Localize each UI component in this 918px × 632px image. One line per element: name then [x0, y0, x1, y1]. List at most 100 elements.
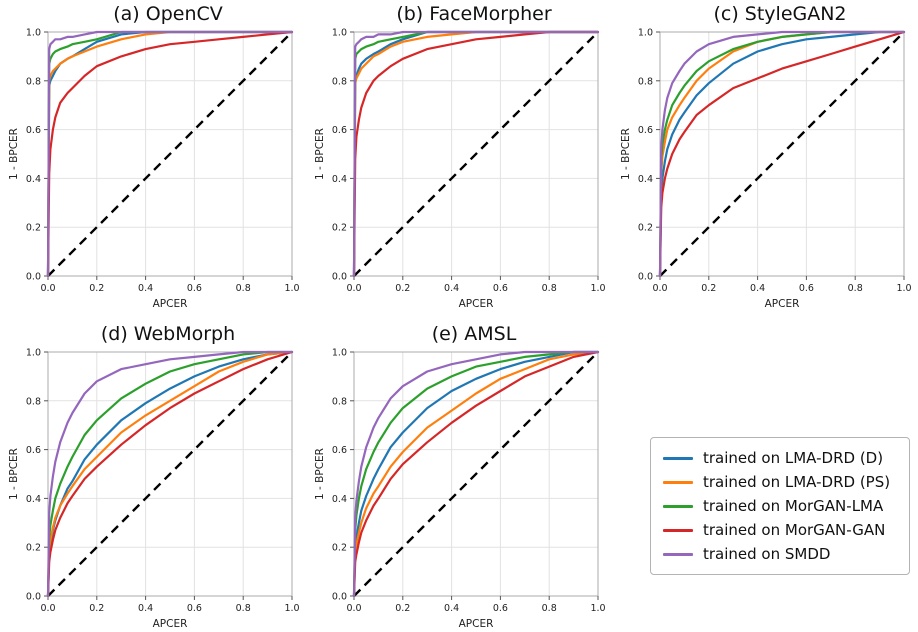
- subplot-title-opencv: (a) OpenCV: [113, 3, 223, 25]
- svg-text:1.0: 1.0: [896, 283, 911, 294]
- subplot-title-webmorph: (d) WebMorph: [100, 323, 236, 345]
- legend-item: trained on LMA-DRD (PS): [663, 470, 899, 494]
- svg-text:0.4: 0.4: [332, 494, 347, 505]
- svg-text:1.0: 1.0: [26, 348, 41, 359]
- svg-text:0.8: 0.8: [542, 603, 557, 614]
- svg-text:0.8: 0.8: [638, 76, 653, 87]
- svg-text:0.2: 0.2: [395, 603, 410, 614]
- svg-text:0.0: 0.0: [26, 272, 41, 283]
- legend-item: trained on MorGAN-GAN: [663, 518, 899, 542]
- svg-text:0.2: 0.2: [89, 283, 104, 294]
- svg-text:0.4: 0.4: [332, 174, 347, 185]
- svg-text:0.4: 0.4: [26, 174, 41, 185]
- svg-text:0.0: 0.0: [332, 592, 347, 603]
- svg-text:0.8: 0.8: [236, 603, 251, 614]
- legend-swatch: [663, 552, 693, 556]
- svg-text:0.2: 0.2: [26, 223, 41, 234]
- svg-text:0.6: 0.6: [493, 603, 508, 614]
- subplot-facemorpher: (b) FaceMorpher 0.0 0.0 0.2 0.2 0.4 0.4 0.6 0.6…: [312, 2, 608, 314]
- svg-text:0.2: 0.2: [638, 223, 653, 234]
- svg-text:0.8: 0.8: [332, 396, 347, 407]
- svg-text:APCER: APCER: [153, 618, 188, 630]
- subplot-opencv: (a) OpenCV 0.0 0.0 0.2 0.2 0.4 0.4 0.6 0.6 0.8 0.…: [6, 2, 302, 314]
- svg-text:0.4: 0.4: [444, 603, 459, 614]
- legend-swatch: [663, 456, 693, 460]
- svg-text:APCER: APCER: [459, 298, 494, 310]
- svg-text:0.6: 0.6: [26, 445, 41, 456]
- svg-text:0.2: 0.2: [26, 543, 41, 554]
- svg-text:0.8: 0.8: [236, 283, 251, 294]
- svg-text:0.4: 0.4: [750, 283, 765, 294]
- subplot-amsl: (e) AMSL 0.0 0.0 0.2 0.2 0.4 0.4 0.6 0.6 0.8 0.8 1…: [312, 322, 608, 632]
- svg-text:0.2: 0.2: [332, 223, 347, 234]
- legend-label: trained on LMA-DRD (PS): [703, 473, 891, 491]
- svg-text:0.6: 0.6: [332, 445, 347, 456]
- legend-swatch: [663, 528, 693, 532]
- svg-text:0.6: 0.6: [332, 125, 347, 136]
- plot-facemorpher: 0.00.0 0.2 0.2 0.4 0.4 0.6 0.6 0.8 0.8 1.0 1.0 APCE…: [314, 28, 606, 311]
- plot-opencv: 0.00.0 0.2 0.2 0.4 0.4 0.6 0.6 0.8 0.8 1.0 1.0 APCE…: [8, 28, 300, 311]
- svg-text:0.4: 0.4: [138, 603, 153, 614]
- svg-text:0.0: 0.0: [346, 283, 361, 294]
- legend-item: trained on MorGAN-LMA: [663, 494, 899, 518]
- svg-text:0.0: 0.0: [40, 603, 55, 614]
- subplot-webmorph: (d) WebMorph 0.0 0.0 0.2 0.2 0.4 0.4 0.6 0.6 0.8…: [6, 322, 302, 632]
- svg-text:0.6: 0.6: [638, 125, 653, 136]
- svg-text:APCER: APCER: [153, 298, 188, 310]
- svg-text:1 - BPCER: 1 - BPCER: [314, 448, 326, 500]
- svg-text:1.0: 1.0: [332, 28, 347, 39]
- svg-text:0.2: 0.2: [701, 283, 716, 294]
- svg-text:1 - BPCER: 1 - BPCER: [8, 128, 20, 180]
- subplot-title-stylegan2: (c) StyleGAN2: [713, 3, 847, 25]
- svg-text:0.0: 0.0: [26, 592, 41, 603]
- svg-text:1.0: 1.0: [26, 28, 41, 39]
- svg-text:1.0: 1.0: [332, 348, 347, 359]
- plot-amsl: 0.00.0 0.2 0.2 0.4 0.4 0.6 0.6 0.8 0.8 1.0 1.0 APCE…: [314, 348, 606, 631]
- legend-item: trained on SMDD: [663, 542, 899, 566]
- subplot-title-amsl: (e) AMSL: [431, 323, 517, 345]
- subplot-title-facemorpher: (b) FaceMorpher: [396, 3, 552, 25]
- svg-text:APCER: APCER: [459, 618, 494, 630]
- legend-swatch: [663, 504, 693, 508]
- subplot-stylegan2: (c) StyleGAN2 0.0 0.0 0.2 0.2 0.4 0.4 0.6 0.6 0.…: [618, 2, 914, 314]
- svg-text:1.0: 1.0: [590, 603, 605, 614]
- svg-text:1.0: 1.0: [284, 283, 299, 294]
- legend: trained on LMA-DRD (D) trained on LMA-DRD…: [650, 437, 910, 575]
- svg-text:0.4: 0.4: [26, 494, 41, 505]
- legend-swatch: [663, 480, 693, 484]
- legend-label: trained on SMDD: [703, 545, 831, 563]
- svg-text:0.8: 0.8: [542, 283, 557, 294]
- svg-text:1 - BPCER: 1 - BPCER: [314, 128, 326, 180]
- svg-text:1 - BPCER: 1 - BPCER: [8, 448, 20, 500]
- svg-text:1.0: 1.0: [590, 283, 605, 294]
- svg-text:0.6: 0.6: [187, 603, 202, 614]
- svg-text:0.0: 0.0: [346, 603, 361, 614]
- plot-stylegan2: 0.00.0 0.2 0.2 0.4 0.4 0.6 0.6 0.8 0.8 1.0 1.0 APCE…: [620, 28, 912, 311]
- svg-text:0.0: 0.0: [40, 283, 55, 294]
- svg-text:1.0: 1.0: [638, 28, 653, 39]
- svg-text:0.6: 0.6: [26, 125, 41, 136]
- svg-text:0.6: 0.6: [187, 283, 202, 294]
- legend-item: trained on LMA-DRD (D): [663, 446, 899, 470]
- svg-text:0.8: 0.8: [848, 283, 863, 294]
- svg-text:0.2: 0.2: [395, 283, 410, 294]
- legend-label: trained on MorGAN-LMA: [703, 497, 884, 515]
- svg-text:0.6: 0.6: [799, 283, 814, 294]
- plot-webmorph: 0.00.0 0.2 0.2 0.4 0.4 0.6 0.6 0.8 0.8 1.0 1.0 APCE…: [8, 348, 300, 631]
- svg-text:0.4: 0.4: [638, 174, 653, 185]
- svg-text:0.0: 0.0: [638, 272, 653, 283]
- svg-text:1 - BPCER: 1 - BPCER: [620, 128, 632, 180]
- svg-text:0.6: 0.6: [493, 283, 508, 294]
- svg-text:0.0: 0.0: [652, 283, 667, 294]
- svg-text:0.8: 0.8: [26, 396, 41, 407]
- legend-label: trained on MorGAN-GAN: [703, 521, 886, 539]
- svg-text:0.4: 0.4: [138, 283, 153, 294]
- svg-text:0.8: 0.8: [26, 76, 41, 87]
- svg-text:0.8: 0.8: [332, 76, 347, 87]
- svg-text:APCER: APCER: [765, 298, 800, 310]
- svg-text:0.2: 0.2: [89, 603, 104, 614]
- legend-label: trained on LMA-DRD (D): [703, 449, 884, 467]
- svg-text:0.0: 0.0: [332, 272, 347, 283]
- svg-text:0.4: 0.4: [444, 283, 459, 294]
